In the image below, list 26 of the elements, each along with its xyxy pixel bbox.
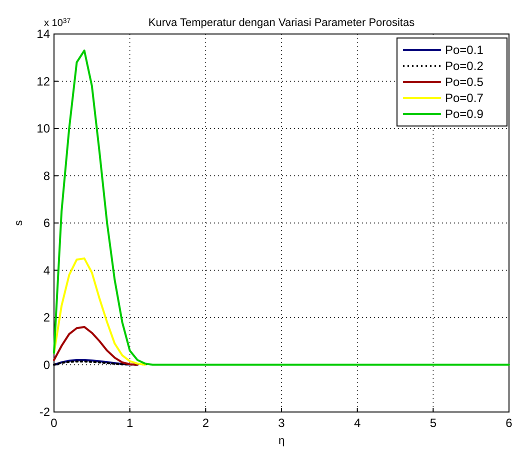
y-tick-label: 10 [36, 122, 50, 136]
line-series [53, 326, 138, 366]
x-tick-label: 4 [354, 416, 361, 430]
legend-label: Po=0.5 [445, 75, 484, 89]
y-tick-label: 14 [36, 27, 50, 41]
x-tick-label: 3 [278, 416, 286, 430]
legend-label: Po=0.9 [445, 107, 484, 121]
x-tick-label: 1 [126, 416, 134, 430]
legend-label: Po=0.1 [445, 43, 484, 57]
y-tick-label: -2 [39, 405, 50, 419]
y-axis-title: s [13, 220, 25, 226]
x-tick-label: 6 [506, 416, 513, 430]
y-tick-label: 2 [43, 310, 50, 324]
y-tick-label: 0 [43, 358, 50, 372]
y-tick-label: 6 [43, 216, 50, 230]
y-tick-label: 4 [43, 263, 50, 278]
chart-title: Kurva Temperatur dengan Variasi Parameter Porositas [148, 17, 416, 29]
legend-label: Po=0.7 [445, 91, 484, 105]
y-tick-label: 12 [36, 74, 50, 88]
x-axis-title: η [278, 435, 285, 447]
line-series [53, 257, 146, 366]
y-tick-label: 8 [43, 168, 50, 183]
x-tick-label: 2 [202, 416, 210, 430]
text: x 10$^{37}$ [44, 18, 71, 29]
legend-label: Po=0.2 [445, 59, 484, 73]
x-tick-label: 5 [430, 416, 437, 430]
